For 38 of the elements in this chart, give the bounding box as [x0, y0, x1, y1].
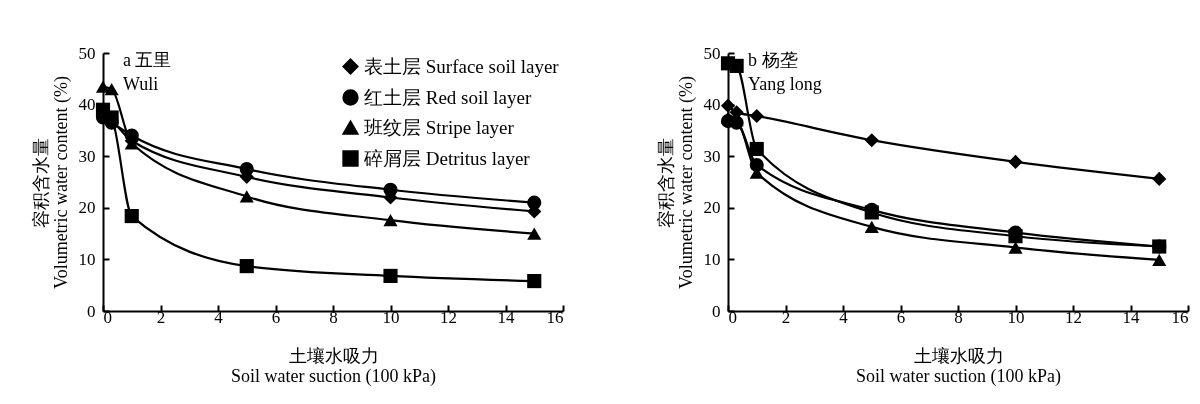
legend-label: 表土层 Surface soil layer — [364, 55, 560, 77]
x-tick-label: 4 — [214, 307, 224, 327]
text: a 五里 Wuli — [123, 50, 172, 94]
x-tick-label: 12 — [1065, 307, 1082, 327]
y-tick-label: 50 — [78, 43, 96, 63]
x-tick-label: 14 — [1122, 307, 1140, 327]
x-tick-label: 4 — [839, 307, 849, 327]
legend-label: 班纹层 Stripe layer — [364, 116, 515, 138]
x-tick-label: 14 — [497, 307, 515, 327]
x-axis-title: 土壤水吸力 Soil water suction (100 kPa) — [231, 345, 436, 387]
x-tick-label: 8 — [954, 307, 963, 327]
x-tick-label: 2 — [156, 307, 166, 327]
x-tick-label: 10 — [382, 307, 400, 327]
y-tick-label: 10 — [703, 249, 721, 269]
x-tick-label: 16 — [1171, 307, 1189, 327]
legend-label: 碎屑层 Detritus layer — [363, 147, 531, 169]
y-tick-label: 40 — [703, 95, 721, 115]
y-tick-label: 30 — [78, 146, 96, 166]
x-axis-title: 土壤水吸力 Soil water suction (100 kPa) — [856, 345, 1061, 387]
y-tick-label: 40 — [78, 95, 96, 115]
x-tick-label: 0 — [728, 307, 737, 327]
y-axis-title: 容积含水量 Volumetric water content (%) — [655, 75, 697, 290]
x-tick-label: 6 — [896, 307, 906, 327]
x-tick-label: 0 — [103, 307, 112, 327]
y-tick-label: 20 — [78, 198, 96, 218]
y-tick-label: 20 — [703, 198, 721, 218]
x-tick-label: 16 — [546, 307, 564, 327]
y-tick-label: 10 — [78, 249, 96, 269]
y-axis-title: 容积含水量 Volumetric water content (%) — [30, 75, 72, 290]
x-tick-label: 12 — [440, 307, 457, 327]
x-tick-label: 8 — [329, 307, 338, 327]
legend-label: 红土层 Red soil layer — [364, 86, 532, 108]
x-tick-label: 10 — [1007, 307, 1025, 327]
y-tick-label: 50 — [703, 43, 721, 63]
y-tick-label: 30 — [703, 146, 721, 166]
text: b 杨垄 Yang long — [748, 50, 822, 94]
x-tick-label: 6 — [271, 307, 281, 327]
x-tick-label: 2 — [781, 307, 791, 327]
